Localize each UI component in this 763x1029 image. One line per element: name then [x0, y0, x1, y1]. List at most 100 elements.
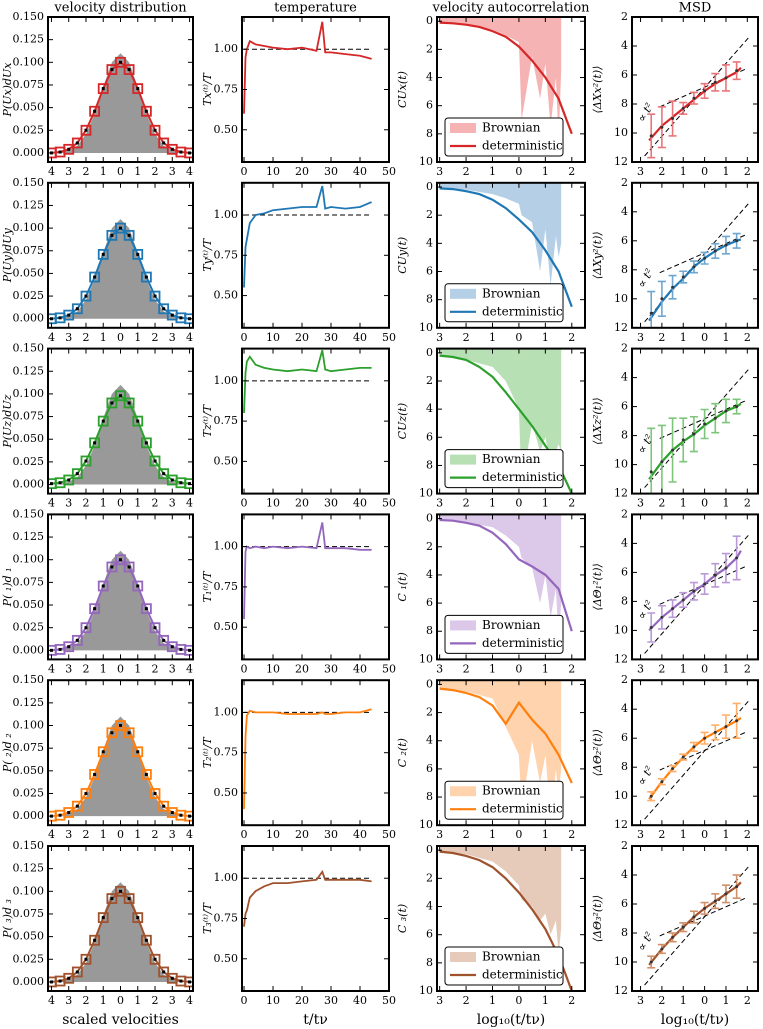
data-square: [80, 788, 92, 799]
x-tick-label: 2: [152, 994, 159, 1007]
x-tick-label: 2: [463, 994, 470, 1007]
y-tick-label: 0.125: [13, 530, 45, 543]
data-point: [84, 791, 88, 795]
y-tick-label: 0.100: [13, 387, 45, 400]
data-point: [713, 573, 717, 577]
data-point: [127, 565, 131, 569]
data-square: [71, 800, 83, 812]
y-tick-label: 12: [614, 652, 628, 665]
x-tick-label: 0: [241, 994, 248, 1007]
y-tick-label: 8: [426, 293, 433, 306]
data-square: [149, 622, 161, 634]
data-point: [681, 275, 685, 279]
data-point: [162, 472, 166, 476]
data-point: [735, 239, 739, 243]
data-point: [735, 556, 739, 560]
data-point: [75, 638, 79, 642]
data-square: [63, 641, 75, 653]
x-tick-label: 3: [65, 497, 72, 510]
x-tick-label: 40: [353, 331, 367, 344]
y-tick-label: 1.00: [214, 208, 239, 221]
y-axis-label: P(Uy)dUy: [1, 228, 14, 284]
data-square: [89, 934, 101, 946]
data-square: [132, 83, 144, 94]
data-square: [140, 271, 152, 283]
data-point: [58, 316, 62, 320]
data-point: [162, 141, 166, 145]
data-point: [713, 80, 717, 84]
data-square: [115, 554, 126, 566]
y-tick-label: 4: [621, 39, 628, 52]
y-tick-label: 0.075: [13, 907, 45, 920]
x-tick-label: 10: [266, 828, 280, 841]
y-tick-label: 1.00: [214, 705, 239, 718]
y-tick-label: 12: [614, 984, 628, 997]
data-point: [713, 730, 717, 734]
y-tick-label: 8: [621, 926, 628, 939]
plot-area: [644, 699, 750, 820]
data-square: [106, 397, 118, 409]
data-point: [75, 804, 79, 808]
data-point: [703, 89, 707, 93]
x-tick-label: 1: [100, 165, 107, 178]
x-tick-label: 4: [186, 165, 193, 178]
plot-area: [439, 17, 573, 141]
legend-swatch: [450, 620, 476, 631]
data-point: [649, 134, 653, 138]
data-square: [115, 720, 126, 731]
y-axis-label: C ₁(t): [396, 572, 409, 601]
y-tick-label: 4: [426, 402, 433, 415]
data-point: [660, 947, 664, 951]
data-point: [724, 892, 728, 896]
plot-frame: [436, 347, 586, 495]
y-axis-label: ⟨ΔXz²(t)⟩: [591, 397, 604, 445]
data-point: [724, 566, 728, 570]
data-point: [101, 750, 105, 754]
x-tick-label: 3: [169, 331, 176, 344]
y-tick-label: 0.50: [214, 289, 239, 302]
brownian-area: [439, 182, 562, 286]
panel: 0 10 20 30 40 50 0.50 0.75 1.00 T₂⁽ᵗ⁾/T: [201, 679, 396, 841]
data-square: [106, 893, 118, 904]
deterministic-line: [439, 518, 573, 632]
x-tick-label: 40: [353, 497, 367, 510]
x-tick-label: 1: [100, 497, 107, 510]
plot-area: [439, 514, 573, 639]
y-tick-label: 0.125: [13, 198, 45, 211]
data-square: [63, 143, 75, 155]
y-tick-label: 0.050: [13, 266, 45, 279]
data-point: [713, 416, 717, 420]
legend-swatch: [450, 952, 476, 962]
guide-line: [659, 897, 746, 937]
data-square: [97, 746, 109, 758]
x-tick-label: 30: [324, 828, 338, 841]
annotation: ∝ t²: [635, 101, 656, 125]
data-point: [735, 69, 739, 73]
y-tick-label: 8: [426, 790, 433, 803]
msd-line: [648, 238, 742, 322]
data-point: [681, 106, 685, 110]
data-point: [170, 976, 174, 980]
data-point: [153, 294, 157, 298]
data-square: [63, 972, 75, 984]
y-tick-label: 10: [419, 818, 433, 831]
x-tick-label: 1: [134, 662, 141, 675]
y-tick-label: 10: [419, 652, 433, 665]
data-square: [97, 83, 109, 94]
temperature-line: [243, 185, 372, 288]
data-point: [93, 607, 97, 611]
annotation: ∝ t²: [635, 266, 656, 290]
y-tick-label: 0.50: [214, 786, 239, 799]
msd-line: [648, 716, 742, 800]
legend-swatch: [450, 123, 476, 133]
y-tick-label: 8: [621, 97, 628, 110]
y-tick-label: 10: [419, 321, 433, 334]
data-point: [649, 470, 653, 474]
data-square: [140, 437, 152, 449]
data-point: [67, 147, 71, 151]
data-square: [158, 634, 170, 646]
y-tick-label: 6: [426, 762, 433, 775]
